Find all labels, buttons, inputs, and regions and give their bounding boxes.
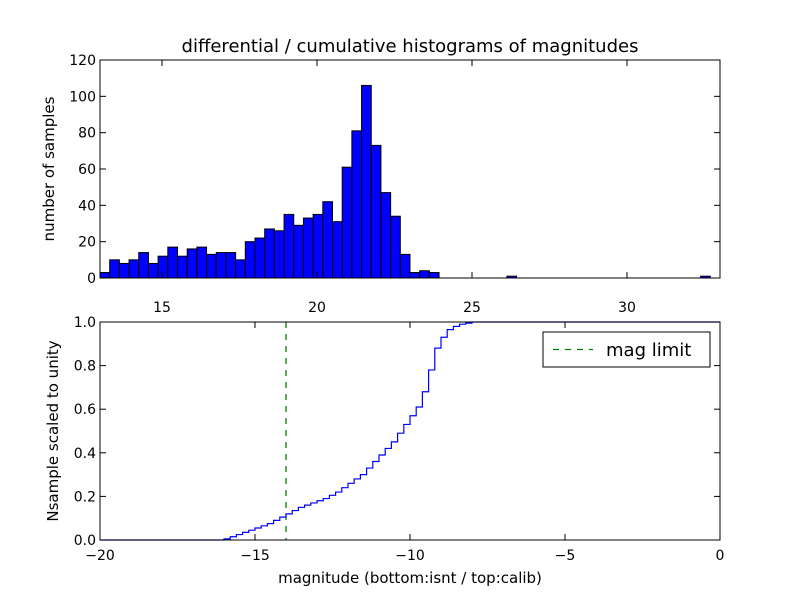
histogram-bar-26: [351, 130, 363, 279]
histogram-bar-27: [361, 84, 372, 279]
histogram-bar-19: [283, 213, 295, 279]
histogram-bar-12: [215, 252, 227, 279]
histogram-bar-4: [138, 252, 149, 279]
histogram-plot-area: [100, 60, 720, 278]
cumulative-x-tick-label-3: −5: [555, 548, 576, 564]
histogram-bar-32: [409, 272, 421, 279]
histogram-bar-9: [186, 248, 198, 279]
histogram-y-tick-label-6: 120: [69, 53, 96, 69]
histogram-bar-24: [332, 221, 343, 279]
cumulative-y-tick-label-1: 0.2: [74, 489, 96, 505]
cumulative-x-tick-label-0: −20: [85, 548, 115, 564]
cumulative-x-tick-label-4: 0: [716, 548, 725, 564]
cumulative-y-tick-label-5: 1.0: [74, 315, 96, 331]
cumulative-y-axis-label: Nsample scaled to unity: [44, 340, 62, 521]
cumulative-y-tick-label-0: 0.0: [74, 533, 96, 549]
histogram-bar-11: [206, 253, 217, 279]
histogram-bar-2: [118, 262, 130, 279]
legend: mag limit: [542, 331, 711, 368]
chart-title: differential / cumulative histograms of …: [182, 36, 639, 57]
histogram-bar-31: [399, 253, 411, 279]
cumulative-x-tick-label-2: −10: [395, 548, 425, 564]
histogram-y-tick-label-2: 40: [78, 198, 96, 214]
histogram-x-ticks: 15 20 25 30: [153, 60, 636, 316]
histogram-bar-10: [196, 246, 208, 279]
histogram-bar-15: [244, 241, 256, 279]
histogram-bar-13: [225, 252, 237, 279]
histogram-y-tick-label-1: 20: [78, 235, 96, 251]
histogram-bar-30: [390, 215, 401, 279]
histogram-y-tick-label-5: 100: [69, 89, 96, 105]
histogram-bar-29: [380, 192, 392, 279]
histogram-bar-34: [428, 272, 440, 279]
cumulative-step-line: [100, 321, 720, 541]
histogram-bar-8: [177, 255, 188, 279]
histogram-y-tick-label-3: 60: [78, 162, 96, 178]
histogram-bar-16: [254, 237, 266, 279]
histogram-x-tick-label-1: 20: [308, 300, 326, 316]
histogram-bar-21: [302, 217, 314, 279]
histogram-bar-17: [264, 228, 275, 279]
histogram-bar-18: [273, 230, 285, 279]
histogram-bar-28: [370, 144, 382, 279]
histogram-y-tick-label-4: 80: [78, 126, 96, 142]
histogram-panel: differential / cumulative histograms of …: [40, 36, 721, 316]
histogram-y-tick-label-0: 0: [87, 271, 96, 287]
cumulative-x-ticks: −20 −15 −10 −5 0: [85, 322, 724, 564]
histogram-y-ticks: 0 20 40 60 80 100 120: [69, 53, 720, 287]
histogram-x-tick-label-2: 25: [463, 300, 481, 316]
cumulative-y-tick-label-3: 0.6: [74, 402, 96, 418]
histogram-bars: [99, 84, 711, 279]
cumulative-panel: −20 −15 −10 −5 0 0.0 0.2 0.4 0.6 0.8 1.0 magnitud…: [44, 315, 724, 587]
cumulative-y-tick-label-2: 0.4: [74, 446, 96, 462]
histogram-bar-20: [293, 224, 304, 279]
histogram-bar-6: [157, 255, 169, 279]
histogram-bar-14: [235, 259, 246, 279]
histogram-bar-1: [109, 259, 120, 279]
histogram-bar-25: [341, 166, 353, 279]
histogram-bar-23: [322, 201, 333, 279]
histogram-x-tick-label-3: 30: [618, 300, 636, 316]
legend-label-mag-limit: mag limit: [606, 340, 691, 361]
histogram-bar-33: [419, 270, 430, 279]
histogram-bar-0: [99, 272, 111, 279]
cumulative-x-axis-label: magnitude (bottom:isnt / top:calib): [278, 569, 542, 587]
histogram-y-axis-label: number of samples: [40, 96, 58, 241]
histogram-bar-5: [147, 262, 159, 279]
histogram-bar-3: [128, 259, 140, 279]
histogram-x-tick-label-0: 15: [153, 300, 171, 316]
cumulative-x-tick-label-1: −15: [240, 548, 270, 564]
cumulative-y-tick-label-4: 0.8: [74, 359, 96, 375]
cumulative-y-ticks: 0.0 0.2 0.4 0.6 0.8 1.0: [74, 315, 720, 549]
histogram-bar-22: [312, 213, 324, 279]
histogram-bar-7: [167, 246, 178, 279]
